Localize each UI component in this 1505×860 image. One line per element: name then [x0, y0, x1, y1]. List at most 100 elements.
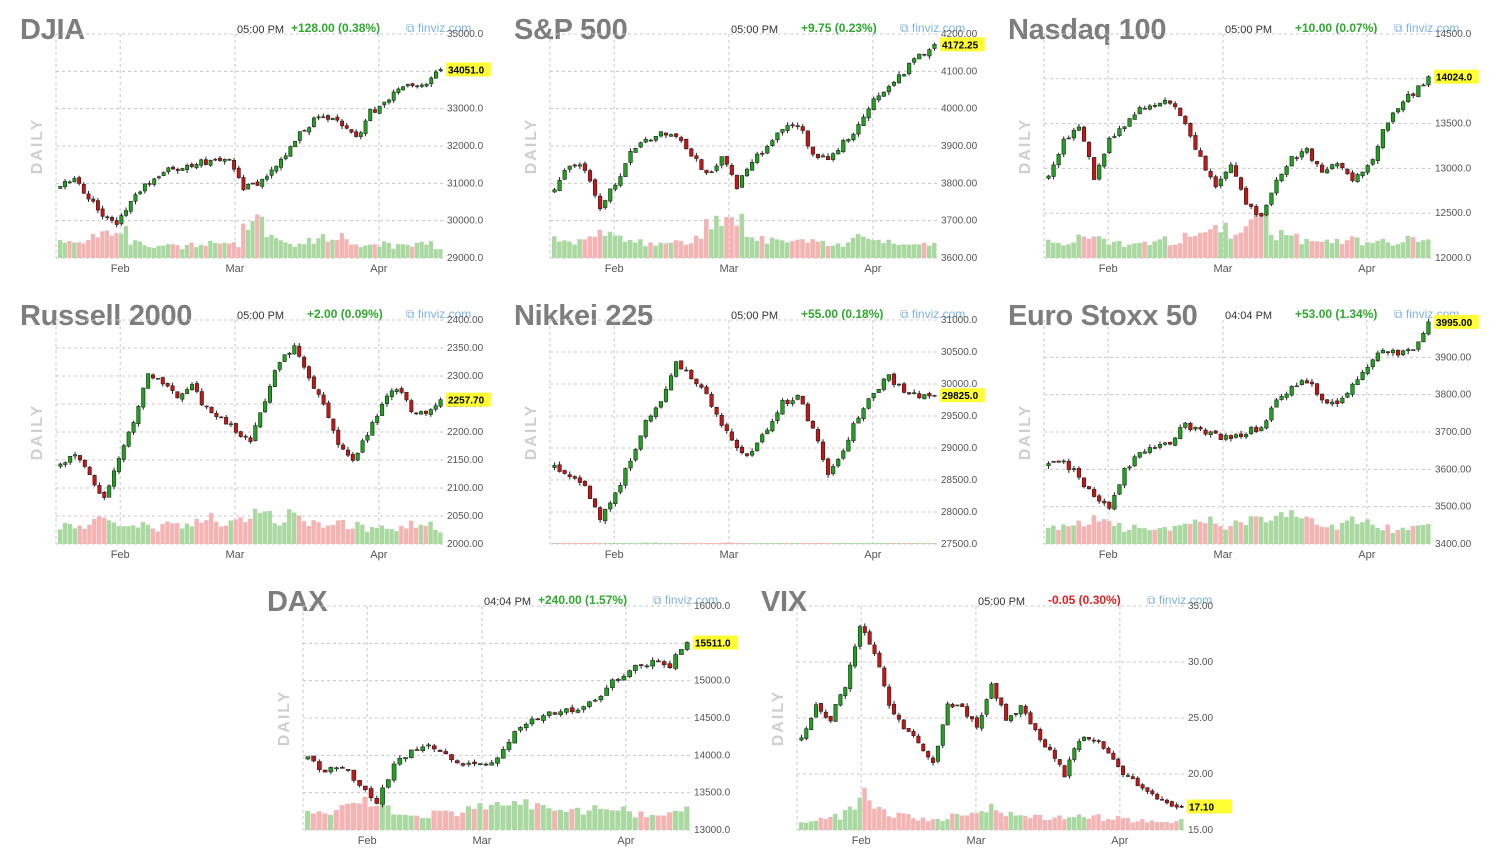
candle: [1335, 163, 1340, 167]
candle: [1223, 171, 1228, 179]
volume-bar: [90, 234, 96, 258]
candle: [287, 352, 292, 355]
candle: [199, 391, 204, 406]
volume-bar: [1120, 818, 1126, 830]
volume-bar: [437, 810, 443, 830]
volume-bar: [901, 813, 906, 830]
volume-bar: [311, 243, 316, 258]
volume-bar: [288, 243, 293, 258]
volume-bar: [582, 239, 587, 258]
candle: [77, 455, 82, 461]
volume-bar: [857, 797, 862, 830]
finviz-logo-icon: ⧉: [406, 21, 418, 35]
candle: [618, 485, 623, 493]
volume-bar: [428, 521, 433, 544]
volume-bar: [368, 806, 374, 830]
volume-bar: [1360, 245, 1365, 258]
volume-bar: [744, 543, 750, 544]
volume-bar: [668, 242, 674, 258]
volume-bar: [1091, 815, 1096, 830]
volume-bar: [800, 543, 805, 544]
volume-bar: [194, 247, 199, 258]
volume-bar: [1125, 817, 1130, 830]
candle: [979, 715, 984, 729]
y-tick-label: 29000.0: [447, 253, 484, 264]
candle: [128, 200, 133, 212]
volume-bar: [1056, 529, 1061, 544]
volume-bar: [1329, 243, 1335, 258]
volume-bar: [1076, 520, 1081, 544]
volume-bar: [1051, 242, 1056, 258]
candle: [861, 116, 866, 127]
x-tick-label: Feb: [1099, 549, 1118, 561]
candle: [633, 147, 638, 153]
volume-bar: [1233, 520, 1238, 544]
chart-time: 05:00 PM: [237, 310, 285, 322]
volume-bar: [362, 796, 368, 830]
candle: [429, 77, 434, 85]
candle: [1314, 383, 1320, 395]
candle: [750, 162, 755, 171]
volume-bar: [855, 234, 861, 258]
candle: [246, 183, 251, 190]
volume-bar: [1187, 524, 1193, 544]
candle: [1111, 752, 1116, 760]
candle: [823, 711, 828, 718]
candle: [916, 735, 921, 744]
candle: [321, 116, 326, 119]
candle: [81, 184, 86, 194]
volume-bar: [693, 542, 699, 544]
volume-bar: [150, 528, 155, 544]
volume-bar: [1218, 232, 1223, 258]
candle: [608, 188, 613, 202]
volume-bar: [1137, 527, 1142, 544]
candle: [814, 704, 819, 718]
candle: [775, 412, 780, 421]
candle: [714, 165, 719, 171]
candle: [598, 195, 603, 210]
volume-bar: [287, 509, 292, 544]
volume-bar: [754, 542, 760, 544]
candle: [126, 431, 131, 447]
volume-bar: [399, 525, 404, 544]
volume-bar: [121, 526, 126, 544]
candle: [1179, 806, 1184, 808]
x-tick-label: Apr: [1111, 835, 1128, 847]
volume-bar: [339, 805, 345, 830]
candle: [800, 126, 805, 131]
volume-bar: [921, 543, 927, 544]
y-tick-label: 28500.0: [941, 475, 978, 486]
chart-title: VIX: [761, 586, 807, 618]
candle: [656, 660, 661, 663]
y-tick-label: 14500.0: [694, 713, 731, 724]
volume-bar: [1375, 527, 1380, 544]
chart-time: 04:04 PM: [484, 596, 532, 608]
x-tick-label: Feb: [111, 549, 130, 561]
candle: [810, 420, 815, 429]
candle: [419, 411, 424, 415]
volume-bar: [431, 810, 437, 830]
volume-bar: [607, 542, 613, 544]
volume-bar: [1071, 817, 1077, 830]
y-tick-label: 15.00: [1188, 825, 1213, 836]
candle: [1106, 747, 1111, 754]
candle: [401, 86, 406, 91]
volume-bar: [1228, 526, 1233, 544]
finviz-logo-icon: ⧉: [406, 307, 418, 321]
candle: [288, 146, 293, 157]
volume-bar: [1096, 236, 1102, 258]
candle: [901, 74, 907, 77]
candle: [871, 392, 876, 399]
candle: [896, 714, 901, 720]
candle: [734, 439, 739, 449]
volume-bar: [1400, 242, 1406, 258]
volume-bar: [372, 244, 377, 258]
candle: [780, 129, 785, 133]
candle: [171, 166, 175, 170]
candle: [1122, 126, 1127, 130]
candle: [68, 455, 73, 463]
x-tick-label: Apr: [864, 263, 881, 275]
volume-bar: [969, 812, 974, 830]
y-tick-label: 4200.00: [941, 29, 978, 40]
chart-title: Russell 2000: [20, 300, 193, 332]
